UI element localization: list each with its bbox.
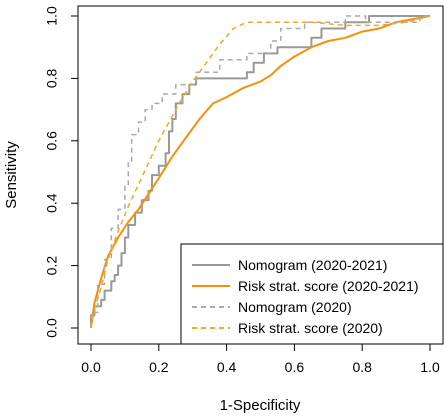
y-axis: 0.0 0.2 0.4 0.6 0.8 1.0 [44, 6, 79, 338]
legend-box [180, 243, 444, 345]
x-axis-label: 1-Specificity [220, 397, 301, 414]
legend: Nomogram (2020-2021) Risk strat. score (2… [180, 243, 444, 345]
legend-label: Nomogram (2020-2021) [238, 257, 387, 273]
legend-label: Risk strat. score (2020-2021) [238, 278, 419, 294]
y-tick-label: 0.4 [44, 193, 60, 213]
y-tick-label: 0.2 [44, 256, 60, 276]
x-tick-label: 0.8 [352, 359, 372, 375]
series-line-3 [90, 15, 430, 328]
y-tick-label: 0.0 [44, 318, 60, 338]
legend-items: Nomogram (2020-2021) Risk strat. score (2… [192, 257, 419, 336]
y-tick-label: 0.8 [44, 68, 60, 88]
legend-label: Nomogram (2020) [238, 299, 352, 315]
x-tick-label: 0.2 [149, 359, 169, 375]
y-tick-label: 1.0 [44, 6, 60, 26]
series-line-4 [90, 15, 431, 329]
x-tick-label: 0.4 [217, 359, 237, 375]
x-tick-label: 1.0 [420, 359, 440, 375]
series-layer [90, 15, 431, 329]
y-tick-label: 0.6 [44, 131, 60, 151]
legend-label: Risk strat. score (2020) [238, 320, 383, 336]
series-line-2 [90, 15, 431, 329]
y-axis-label: Sensitivity [3, 141, 20, 209]
x-axis: 0.0 0.2 0.4 0.6 0.8 1.0 [81, 343, 440, 375]
x-tick-label: 0.0 [81, 359, 101, 375]
x-tick-label: 0.6 [285, 359, 305, 375]
